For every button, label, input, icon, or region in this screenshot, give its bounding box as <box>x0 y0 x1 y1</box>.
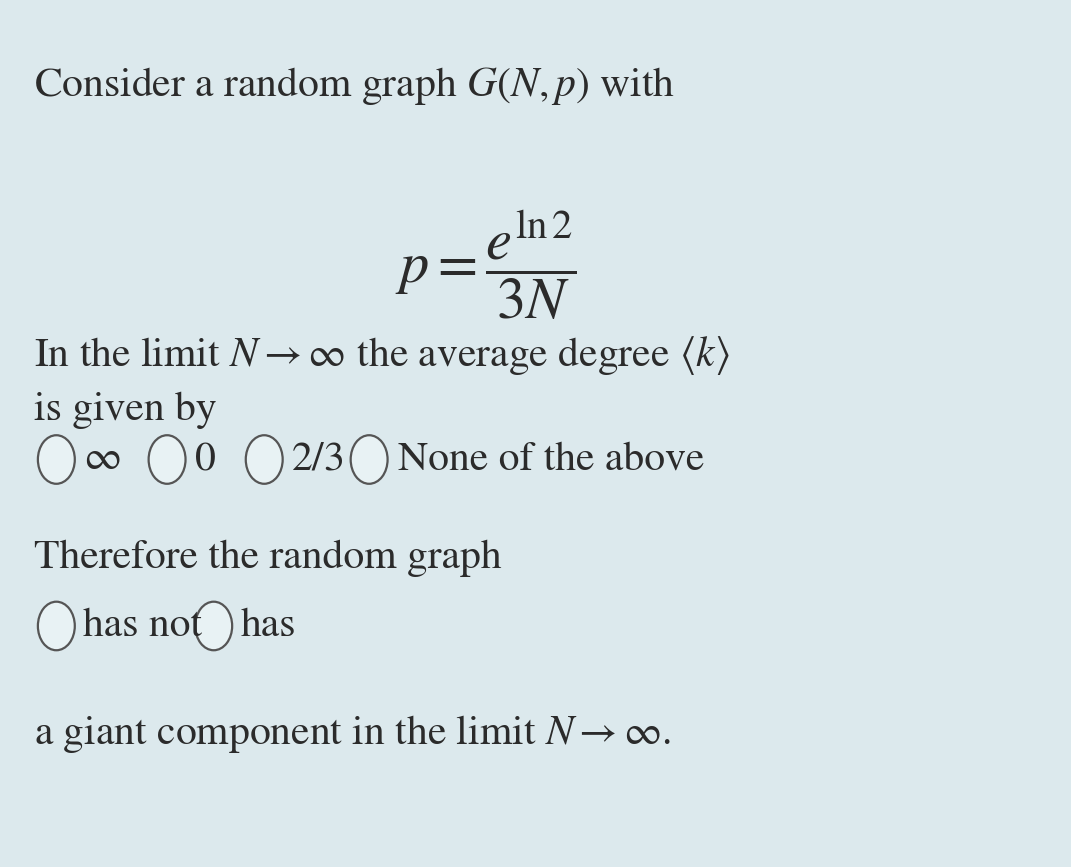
Text: has not: has not <box>82 607 201 645</box>
Text: $0$: $0$ <box>194 440 216 479</box>
Ellipse shape <box>37 602 75 650</box>
Text: In the limit $N \to \infty$ the average degree $\langle k \rangle$: In the limit $N \to \infty$ the average … <box>34 334 729 377</box>
Ellipse shape <box>149 435 185 484</box>
Text: has: has <box>241 607 297 645</box>
Text: None of the above: None of the above <box>398 440 705 479</box>
Ellipse shape <box>350 435 388 484</box>
Text: $\infty$: $\infty$ <box>82 440 120 479</box>
Text: Therefore the random graph: Therefore the random graph <box>34 539 501 577</box>
Text: is given by: is given by <box>34 392 216 429</box>
Ellipse shape <box>37 435 75 484</box>
Ellipse shape <box>195 602 232 650</box>
Ellipse shape <box>245 435 283 484</box>
Text: a giant component in the limit $N \to \infty$.: a giant component in the limit $N \to \i… <box>34 713 672 754</box>
Text: Consider a random graph $G(N, p)$ with: Consider a random graph $G(N, p)$ with <box>34 65 675 107</box>
Text: $2/3$: $2/3$ <box>291 440 344 479</box>
Text: $p = \dfrac{e^{\ln 2}}{3N}$: $p = \dfrac{e^{\ln 2}}{3N}$ <box>395 208 576 322</box>
